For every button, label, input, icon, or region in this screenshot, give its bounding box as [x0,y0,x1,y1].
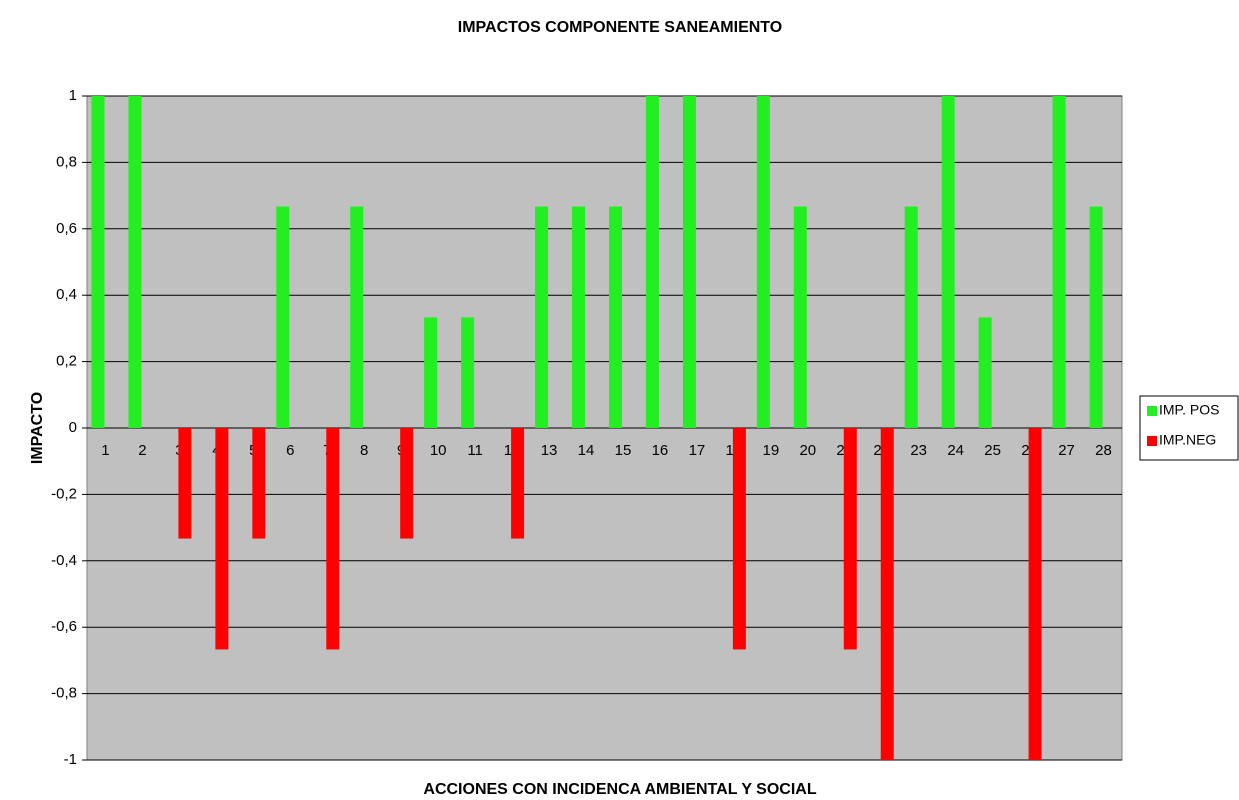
x-axis-label: ACCIONES CON INCIDENCA AMBIENTAL Y SOCIA… [423,781,816,798]
bar [326,428,340,650]
bar [461,317,475,428]
x-tick-label: 13 [541,442,558,459]
y-tick-label: -0,4 [51,552,77,569]
x-tick-label: 19 [762,442,779,459]
x-tick-label: 15 [615,442,632,459]
x-tick-label: 28 [1095,442,1112,459]
y-axis-label: IMPACTO [29,392,46,464]
bar [91,96,105,428]
bar [682,96,696,428]
y-tick-label: -1 [64,751,77,768]
x-tick-label: 10 [430,442,447,459]
bar [904,206,918,428]
x-tick-label: 14 [578,442,595,459]
x-tick-label: 2 [138,442,146,459]
y-tick-label: -0,6 [51,618,77,635]
y-tick-label: 0,2 [56,353,77,370]
bar [215,428,229,650]
x-tick-label: 17 [689,442,706,459]
bar [572,206,586,428]
x-tick-label: 11 [467,442,483,459]
bar [1089,206,1103,428]
bar [350,206,364,428]
y-tick-label: 0,6 [56,220,77,237]
bar [756,96,770,428]
x-tick-label: 24 [947,442,964,459]
legend-label: IMP.NEG [1159,432,1216,448]
bar [645,96,659,428]
chart-title: IMPACTOS COMPONENTE SANEAMIENTO [458,19,782,36]
x-tick-label: 23 [910,442,927,459]
x-tick-label: 16 [652,442,669,459]
bar [843,428,857,650]
bar [511,428,525,539]
bar [424,317,438,428]
x-tick-label: 25 [984,442,1001,459]
x-tick-label: 8 [360,442,368,459]
bar [608,206,622,428]
y-tick-label: 0,4 [56,286,77,303]
x-tick-label: 6 [286,442,294,459]
bar [941,96,955,428]
y-tick-label: 1 [69,87,77,104]
bar [128,96,142,428]
bar [400,428,414,539]
legend-label: IMP. POS [1159,402,1219,418]
x-tick-label: 20 [799,442,816,459]
y-tick-label: -0,8 [51,685,77,702]
y-tick-label: 0,8 [56,153,77,170]
bar [252,428,266,539]
bar [178,428,192,539]
bar [276,206,290,428]
bar [978,317,992,428]
bar [880,428,894,760]
legend-swatch [1147,436,1157,446]
x-tick-label: 1 [101,442,109,459]
y-tick-label: -0,2 [51,485,77,502]
bar [1028,428,1042,760]
bar [793,206,807,428]
x-tick-label: 27 [1058,442,1075,459]
bar [535,206,549,428]
legend-swatch [1147,406,1157,416]
bar [1052,96,1066,428]
y-tick-label: 0 [69,419,77,436]
bar [732,428,746,650]
